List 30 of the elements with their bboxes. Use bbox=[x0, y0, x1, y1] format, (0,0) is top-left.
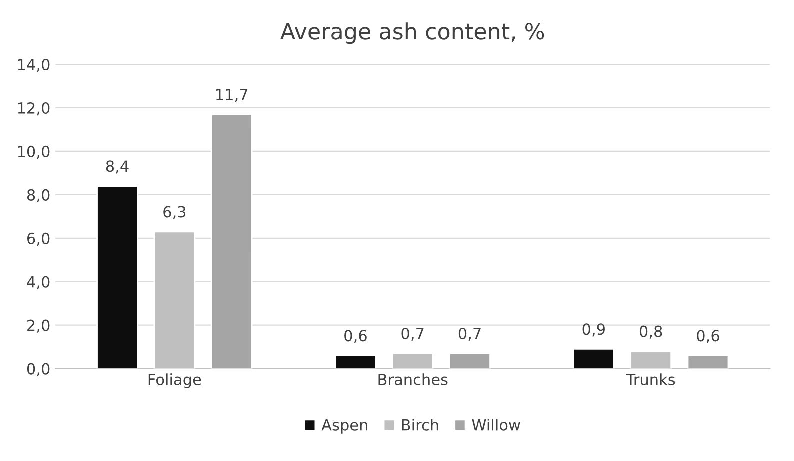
data-label: 8,4 bbox=[106, 160, 129, 174]
x-tick-label: Branches bbox=[378, 374, 448, 386]
data-label: 0,6 bbox=[344, 330, 367, 344]
data-label: 0,7 bbox=[402, 328, 424, 342]
y-tick-label: 0,0 bbox=[27, 363, 50, 376]
y-tick-label: 6,0 bbox=[27, 232, 50, 246]
chart-title: Average ash content, % bbox=[280, 22, 544, 44]
data-label: 0,6 bbox=[697, 330, 720, 344]
y-tick-label: 12,0 bbox=[18, 102, 50, 116]
data-label: 0,9 bbox=[582, 324, 605, 337]
legend-label: Aspen bbox=[322, 420, 368, 434]
bar bbox=[687, 355, 730, 369]
y-tick-label: 14,0 bbox=[18, 59, 50, 72]
y-tick-label: 8,0 bbox=[27, 189, 50, 203]
x-tick-label: Foliage bbox=[148, 374, 202, 388]
data-label: 11,7 bbox=[216, 89, 248, 102]
y-tick-label: 10,0 bbox=[18, 146, 50, 160]
bar bbox=[96, 186, 138, 369]
bar bbox=[572, 348, 615, 369]
y-tick-label: 4,0 bbox=[27, 276, 50, 290]
bar bbox=[334, 355, 377, 369]
legend-label: Birch bbox=[402, 419, 438, 431]
data-label: 0,8 bbox=[640, 326, 662, 339]
bar bbox=[449, 352, 491, 369]
data-label: 6,3 bbox=[164, 206, 186, 220]
y-tick-label: 2,0 bbox=[28, 320, 50, 333]
data-label: 0,7 bbox=[458, 328, 481, 342]
legend-label: Willow bbox=[472, 419, 520, 431]
bar bbox=[210, 114, 253, 369]
x-tick-label: Trunks bbox=[626, 374, 676, 386]
